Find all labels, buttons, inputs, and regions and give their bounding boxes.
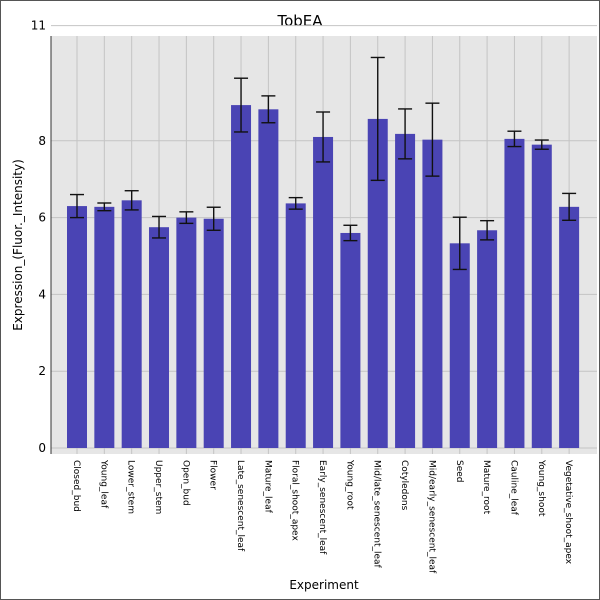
bar-floral-shoot-apex (285, 203, 306, 448)
y-axis-title: Expression_(Fluor._Intensity) (11, 159, 25, 331)
x-tick-label: Lower_stem (126, 460, 136, 514)
x-tick-label: Cauline_leaf (508, 460, 518, 516)
x-axis-title: Experiment (289, 578, 359, 592)
error-bars (70, 56, 577, 271)
bar-young-root (340, 232, 361, 448)
bar-mid-late-senescent-leaf (367, 118, 388, 449)
error-bar (288, 196, 303, 210)
bar-mid-early-senescent-leaf (422, 139, 443, 448)
chart-title: TobEA (276, 12, 323, 30)
error-bar (261, 95, 276, 124)
bar-young-leaf (94, 206, 115, 448)
error-bar (179, 211, 194, 225)
y-tick-label: 0 (38, 441, 46, 455)
x-tick-label: Closed_bud (71, 460, 81, 512)
error-bar (70, 193, 84, 219)
bar-early-senescent-leaf (313, 136, 334, 448)
bar-upper-stem (149, 227, 170, 448)
error-bar (124, 190, 139, 211)
error-bar (507, 130, 522, 148)
x-tick-label: Young_leaf (98, 459, 108, 509)
x-tick-label: Upper_stem (153, 460, 163, 514)
error-bar (316, 111, 331, 163)
error-bar (206, 206, 221, 231)
error-bar (370, 56, 385, 182)
bar-flower (203, 218, 224, 448)
x-tick-label: Early_senescent_leaf (317, 460, 327, 555)
bars (67, 105, 580, 449)
y-tick-label: 6 (38, 211, 46, 225)
y-tick-label: 11 (31, 19, 46, 33)
bar-cauline-leaf (504, 138, 525, 448)
y-tick-label: 2 (38, 364, 46, 378)
error-bar (562, 192, 577, 221)
error-bar (425, 102, 440, 177)
x-tick-label: Late_senescent_leaf (235, 460, 245, 552)
bar-mature-leaf (258, 109, 279, 448)
bar-vegetative-shoot-apex (559, 206, 580, 448)
bar-seed (449, 243, 470, 448)
x-tick-label: Mature_root (481, 460, 491, 515)
bar-late-senescent-leaf (231, 105, 252, 448)
y-tick-label: 4 (38, 287, 46, 301)
x-tick-label: Young_root (344, 459, 354, 510)
y-tick-label: 8 (38, 134, 46, 148)
error-bar (152, 215, 167, 239)
x-tick-label: Vegetative_shoot_apex (563, 460, 573, 565)
x-tick-label: Mid/late_senescent_leaf (372, 460, 382, 569)
error-bar (452, 216, 467, 271)
x-tick-labels: Closed_bud Young_leaf Lower_stem Upper_stem… (71, 459, 573, 574)
error-bar (343, 224, 358, 242)
x-tick-label: Floral_shoot_apex (290, 460, 300, 541)
bar-open-bud (176, 217, 197, 448)
bar-lower-stem (121, 200, 142, 448)
error-bar (97, 202, 112, 212)
y-tick-labels: 0 2 4 6 8 11 (31, 19, 46, 455)
error-bar (398, 108, 413, 160)
x-tick-label: Open_bud (180, 460, 190, 506)
x-tick-label: Seed (454, 460, 464, 483)
bar-mature-root (477, 230, 498, 448)
error-bar (234, 77, 249, 133)
x-tick-label: Mature_leaf (262, 460, 272, 514)
x-tick-label: Young_shoot (536, 459, 546, 517)
bar-closed-bud (67, 206, 87, 448)
bar-young-shoot (531, 144, 552, 448)
x-tick-label: Cotyledons (399, 460, 409, 511)
error-bar (480, 219, 495, 241)
x-tick-label: Flower (208, 460, 218, 490)
error-bar (534, 139, 549, 150)
bar-cotyledons (395, 133, 416, 448)
x-tick-label: Mid/early_senescent_leaf (426, 460, 436, 574)
